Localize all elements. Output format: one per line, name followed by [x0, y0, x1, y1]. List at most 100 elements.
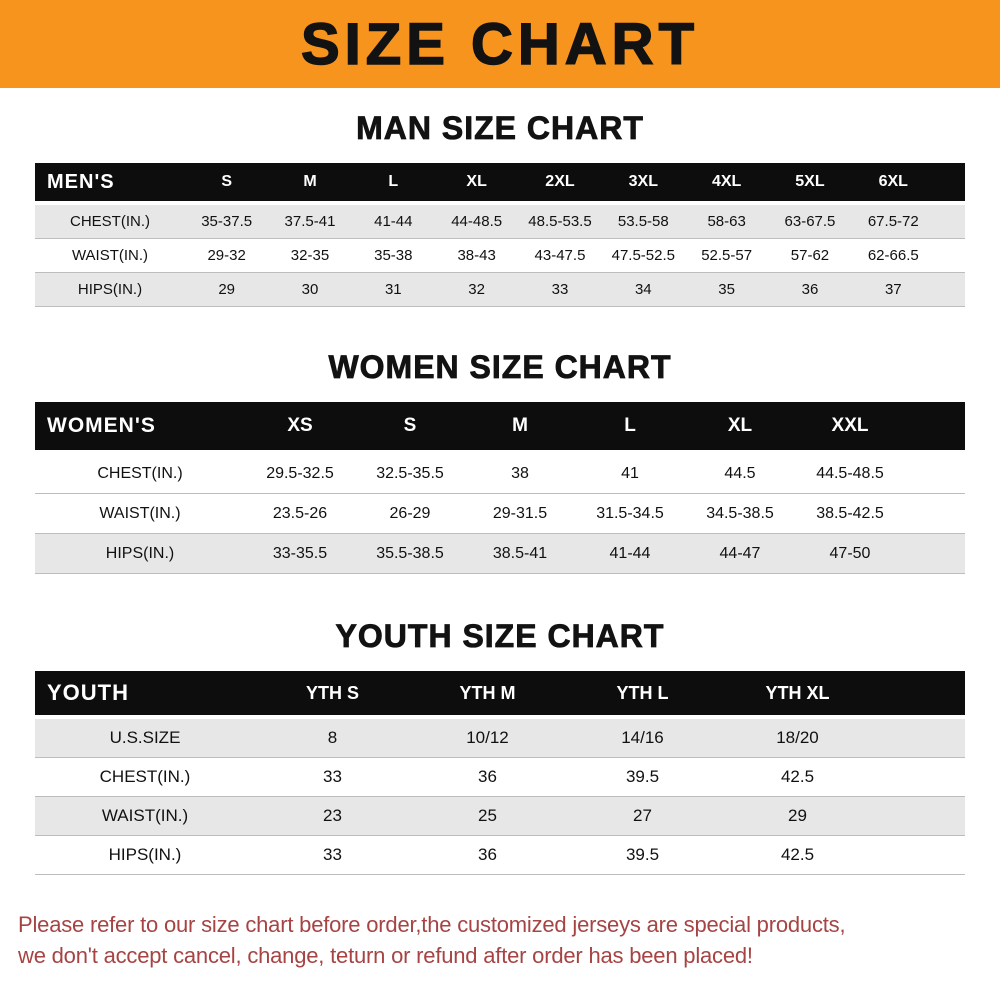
banner-title: SIZE CHART: [300, 11, 699, 78]
men-cell-value: 32-35: [290, 247, 330, 264]
men-cell-value: 35-38: [374, 247, 413, 264]
women-cell-value: 33-35.5: [272, 544, 328, 562]
men-table-row: CHEST(IN.) 35-37.5 37.5-41 41-44 44-48.5 48.5…: [35, 205, 965, 239]
women-cell-value: 47-50: [829, 544, 871, 562]
women-cell-value: 44.5: [724, 464, 756, 482]
women-table-row: WAIST(IN.) 23.5-26 26-29 29-31.5 31.5-34.5 34…: [35, 494, 965, 534]
men-row-label: HIPS(IN.): [77, 281, 143, 298]
men-cell-value: 43-47.5: [534, 247, 586, 264]
men-row-label: WAIST(IN.): [71, 247, 149, 264]
men-size-table: MEN'S S M L XL 2XL 3XL 4XL 5XL 6XL CHEST(IN.) 35-37…: [35, 163, 965, 307]
women-cell-value: 31.5-34.5: [596, 504, 664, 522]
youth-cell-value: 42.5: [780, 845, 815, 864]
men-cell-value: 62-66.5: [867, 247, 919, 264]
women-cell-value: 34.5-38.5: [706, 504, 774, 522]
women-row-label: CHEST(IN.): [97, 464, 183, 482]
youth-cell-value: 8: [327, 728, 338, 747]
men-table-header: MEN'S S M L XL 2XL 3XL 4XL 5XL 6XL: [35, 163, 965, 201]
youth-cell-value: 39.5: [625, 845, 660, 864]
disclaimer-line-2: we don't accept cancel, change, teturn o…: [18, 943, 753, 968]
youth-cell-value: 10/12: [466, 728, 509, 747]
women-cell-value: 29-31.5: [492, 504, 548, 522]
men-cell-value: 37: [884, 281, 902, 298]
men-cell-value: 35: [718, 281, 735, 298]
men-cell-value: 37.5-41: [284, 213, 336, 230]
youth-table-header: YOUTH YTH S YTH M YTH L YTH XL: [35, 671, 965, 715]
men-cell-value: 34: [634, 281, 652, 298]
men-cell-value: 57-62: [790, 247, 830, 264]
size-chart-banner: SIZE CHART: [0, 0, 1000, 88]
women-table-header: WOMEN'S XS S M L XL XXL: [35, 402, 965, 450]
men-cell-value: 38-43: [457, 247, 496, 264]
youth-cell-value: 23: [323, 806, 342, 825]
women-row-label: HIPS(IN.): [105, 544, 175, 562]
women-column-header: XS: [287, 415, 313, 436]
youth-cell-value: 14/16: [621, 728, 664, 747]
youth-table-row: WAIST(IN.) 23 25 27 29: [35, 797, 965, 836]
women-column-header: XXL: [831, 415, 869, 436]
youth-cell-value: 39.5: [625, 767, 660, 786]
women-cell-value: 41: [621, 464, 639, 482]
women-cell-value: 38.5-41: [492, 544, 548, 562]
men-column-header: 4XL: [711, 173, 742, 190]
youth-column-header: YTH S: [305, 682, 359, 703]
youth-cell-value: 36: [478, 845, 497, 864]
women-table-row: CHEST(IN.) 29.5-32.5 32.5-35.5 38 41 44.5 44.5…: [35, 454, 965, 494]
women-cell-value: 35.5-38.5: [376, 544, 444, 562]
disclaimer-text: Please refer to our size chart before or…: [18, 909, 982, 971]
women-table-row: HIPS(IN.) 33-35.5 35.5-38.5 38.5-41 41-44 44-…: [35, 534, 965, 574]
men-cell-value: 52.5-57: [701, 247, 753, 264]
men-cell-value: 32: [468, 281, 485, 298]
youth-cell-value: 36: [478, 767, 497, 786]
youth-corner-label: YOUTH: [47, 680, 129, 705]
women-size-table: WOMEN'S XS S M L XL XXL CHEST(IN.) 29.5-32.5 32.5…: [35, 402, 965, 574]
men-column-header: 6XL: [878, 173, 908, 190]
men-corner-label: MEN'S: [47, 170, 115, 193]
disclaimer-line-1: Please refer to our size chart before or…: [18, 912, 846, 937]
men-column-header: 5XL: [795, 173, 825, 190]
women-corner-label: WOMEN'S: [47, 414, 156, 437]
youth-cell-value: 29: [788, 806, 807, 825]
youth-row-label: HIPS(IN.): [108, 845, 182, 864]
youth-size-table: YOUTH YTH S YTH M YTH L YTH XL U.S.SIZE 8 10/12…: [35, 671, 965, 875]
men-cell-value: 30: [301, 281, 319, 298]
youth-table-row: HIPS(IN.) 33 36 39.5 42.5: [35, 836, 965, 875]
youth-column-header: YTH L: [616, 682, 669, 703]
women-column-header: XL: [727, 415, 753, 436]
youth-row-label: CHEST(IN.): [99, 767, 191, 786]
women-cell-value: 38: [511, 464, 529, 482]
men-cell-value: 29: [218, 281, 235, 298]
men-cell-value: 36: [801, 281, 819, 298]
men-table-row: HIPS(IN.) 29 30 31 32 33 34 35 36 37: [35, 273, 965, 307]
men-cell-value: 41-44: [374, 213, 413, 230]
men-column-header: 3XL: [628, 173, 658, 190]
men-cell-value: 67.5-72: [867, 213, 919, 230]
men-cell-value: 44-48.5: [451, 213, 503, 230]
women-column-header: L: [624, 415, 636, 436]
men-cell-value: 58-63: [707, 213, 746, 230]
women-column-header: S: [403, 415, 417, 436]
men-column-header: XL: [466, 173, 487, 190]
men-row-label: CHEST(IN.): [70, 213, 150, 230]
men-cell-value: 33: [551, 281, 569, 298]
youth-cell-value: 25: [478, 806, 497, 825]
men-cell-value: 31: [384, 281, 402, 298]
men-cell-value: 47.5-52.5: [611, 247, 675, 264]
youth-column-header: YTH M: [459, 682, 516, 703]
women-cell-value: 44-47: [719, 544, 761, 562]
youth-cell-value: 33: [323, 767, 342, 786]
men-column-header: L: [388, 173, 399, 190]
men-cell-value: 53.5-58: [617, 213, 669, 230]
women-cell-value: 41-44: [609, 544, 651, 562]
women-cell-value: 29.5-32.5: [266, 464, 334, 482]
men-column-header: M: [303, 173, 317, 190]
men-cell-value: 63-67.5: [784, 213, 836, 230]
men-column-header: S: [221, 173, 232, 190]
men-cell-value: 35-37.5: [201, 213, 253, 230]
youth-chart-heading: YOUTH SIZE CHART: [335, 618, 665, 655]
youth-table-row: U.S.SIZE 8 10/12 14/16 18/20: [35, 719, 965, 758]
women-cell-value: 26-29: [389, 504, 431, 522]
youth-column-header: YTH XL: [765, 682, 830, 703]
youth-cell-value: 18/20: [776, 728, 819, 747]
men-chart-heading: MAN SIZE CHART: [356, 110, 644, 147]
